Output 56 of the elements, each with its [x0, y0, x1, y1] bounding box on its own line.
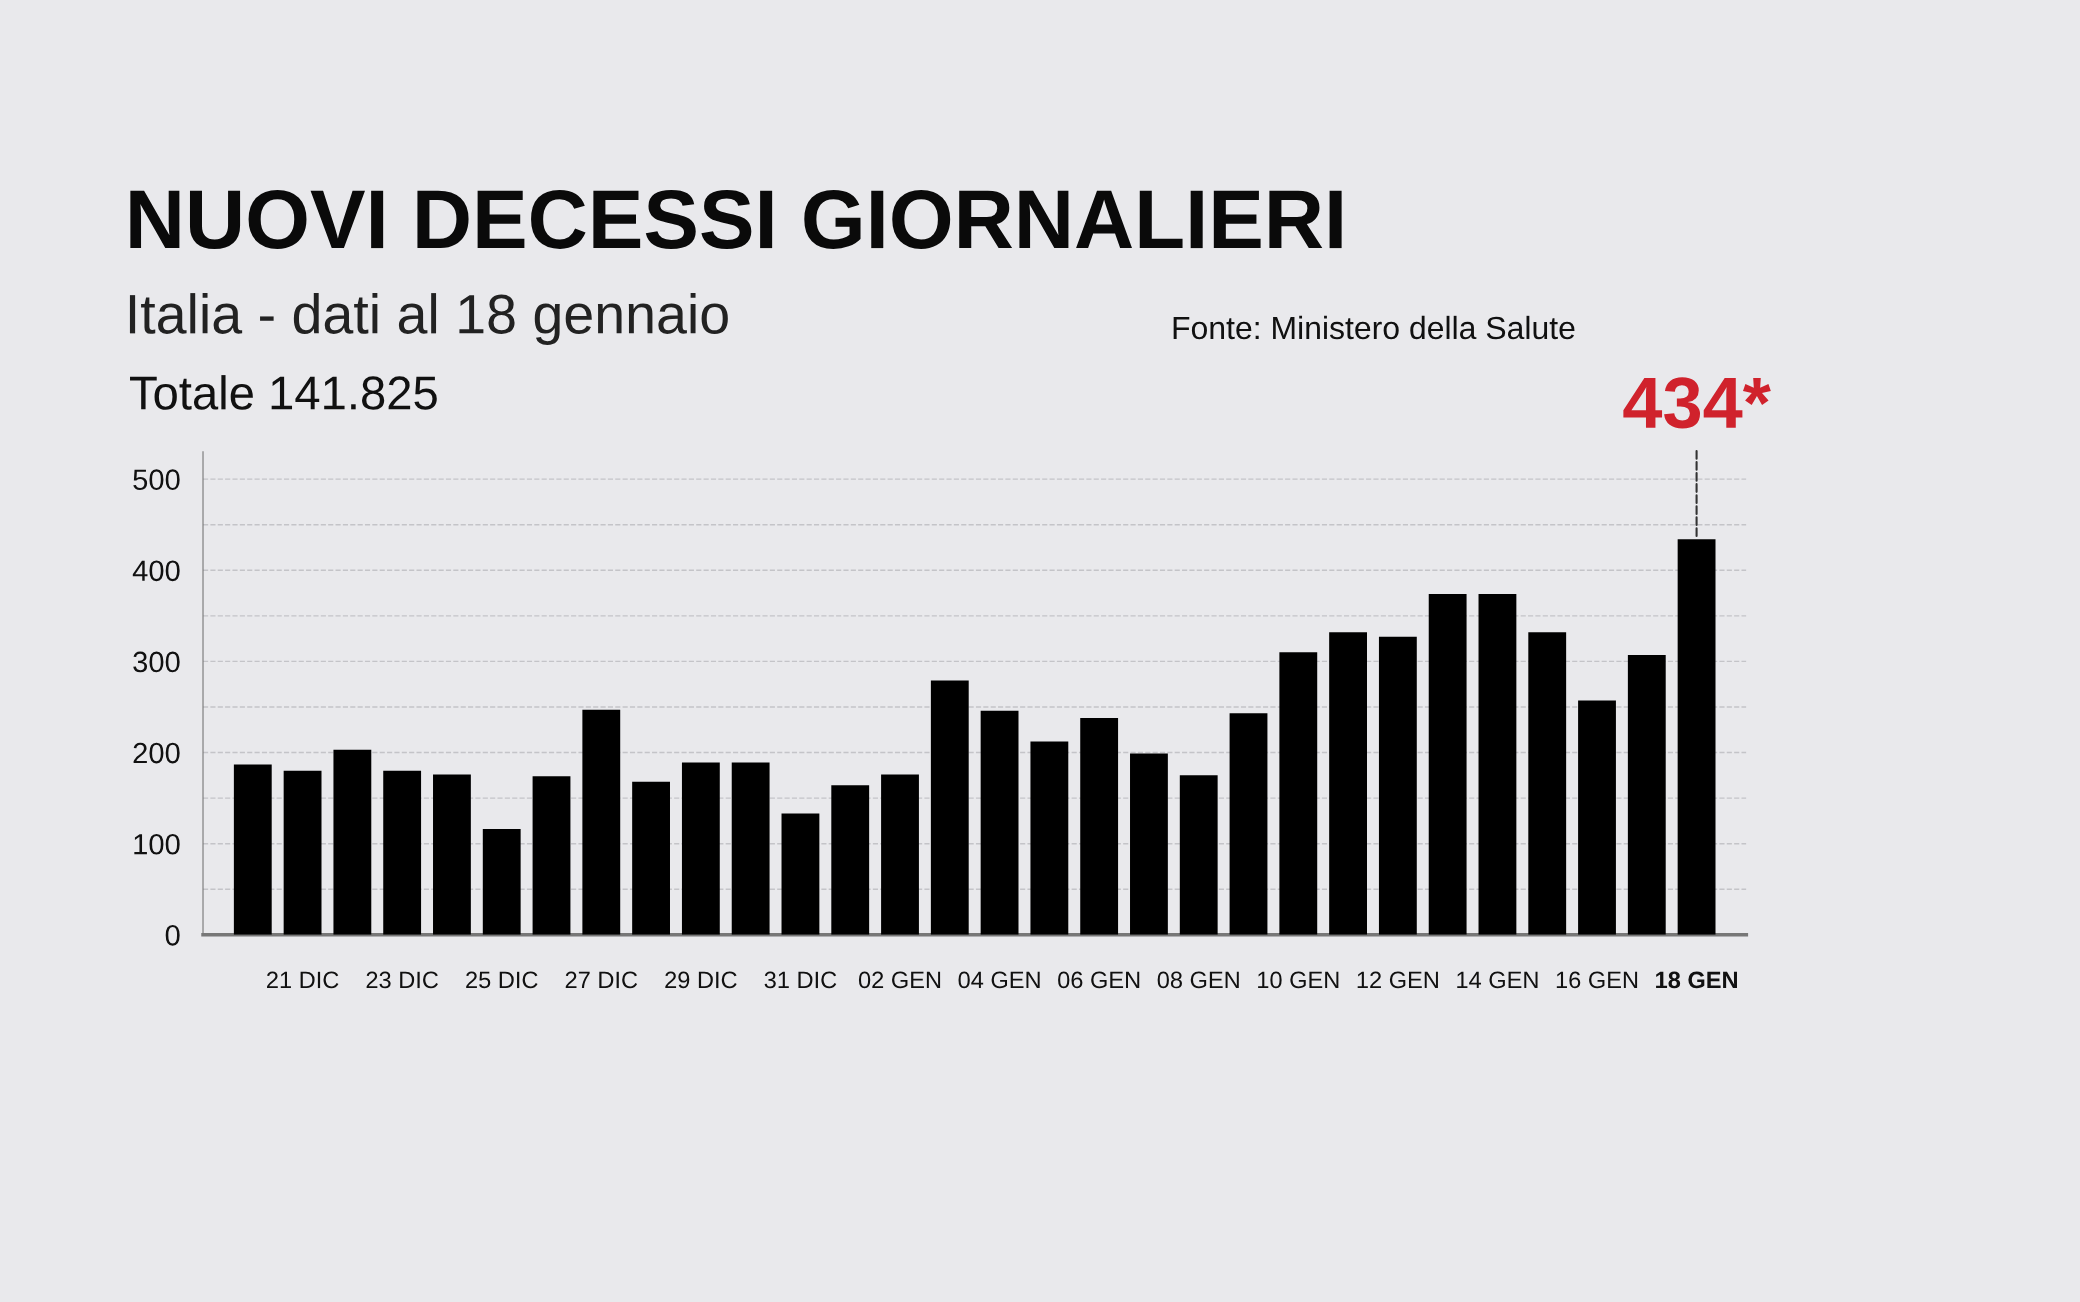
chart-title: NUOVI DECESSI GIORNALIERI [130, 189, 1342, 249]
bar [681, 762, 720, 935]
y-tick-label: 200 [133, 742, 180, 764]
bar [1428, 593, 1467, 935]
x-tick-label: 06 GEN [1058, 971, 1140, 989]
y-tick-label: 300 [133, 651, 180, 673]
y-tick-label: 500 [133, 469, 180, 490]
bar [1080, 717, 1119, 935]
bar [1279, 652, 1318, 935]
bar [1130, 753, 1168, 935]
bar [781, 813, 820, 935]
data-label: 434* [1623, 377, 1771, 429]
x-tick-label: 02 GEN [858, 971, 941, 989]
x-tick-label: 31 DIC [764, 971, 837, 989]
x-tick-label: 25 DIC [466, 971, 538, 989]
y-tick-label: 0 [165, 925, 180, 946]
bar [1677, 539, 1716, 935]
bar [1578, 700, 1616, 935]
x-tick-label: 04 GEN [958, 971, 1040, 989]
x-tick-label: 12 GEN [1357, 971, 1438, 989]
bar [582, 709, 621, 935]
x-tick-label: 10 GEN [1258, 971, 1339, 989]
chart-subtitle: Italia - dati al 18 gennaio [129, 293, 728, 345]
bar [632, 781, 670, 935]
y-tick-label: 100 [134, 833, 180, 855]
x-tick-label: 08 GEN [1157, 971, 1239, 989]
bar [532, 776, 571, 935]
bar [930, 680, 969, 935]
bar [731, 762, 770, 935]
bar [1378, 636, 1417, 935]
bar [1030, 741, 1069, 935]
bar [1627, 655, 1666, 935]
bar [283, 770, 322, 935]
bar [1179, 775, 1218, 935]
x-tick-label: 21 DIC [267, 971, 339, 989]
x-tick-label: 29 DIC [665, 971, 737, 989]
x-tick-label: 18 GEN [1656, 971, 1737, 989]
x-tick-label: 14 GEN [1457, 971, 1538, 989]
source-note: Fonte: Ministero della Salute [1173, 315, 1575, 340]
bar [433, 774, 471, 935]
bar [233, 764, 272, 935]
text: Totale 141.825 [130, 375, 437, 410]
bar [980, 710, 1019, 935]
x-tick-label: 23 DIC [366, 971, 438, 989]
bar [881, 774, 919, 935]
bar [333, 749, 372, 935]
bar [383, 770, 422, 935]
bar [1329, 632, 1367, 935]
bar [1229, 713, 1268, 935]
bar [1478, 593, 1517, 935]
bar [482, 829, 521, 935]
y-tick-label: 400 [132, 560, 180, 582]
bar [1528, 632, 1567, 935]
bar [831, 785, 870, 935]
x-tick-label: 16 GEN [1556, 971, 1638, 989]
x-tick-label: 27 DIC [565, 971, 638, 989]
